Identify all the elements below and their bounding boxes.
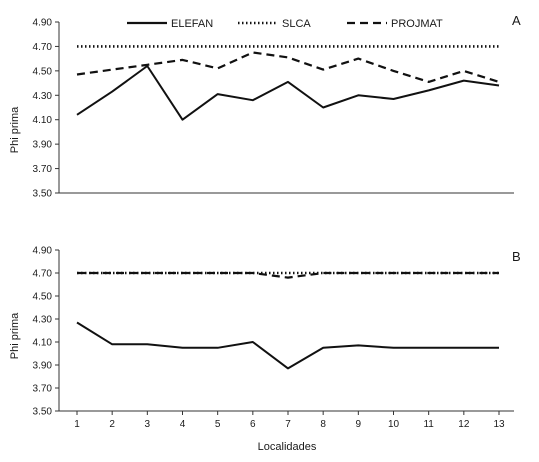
panel-b-series — [76, 271, 499, 370]
panel-a-axes — [58, 22, 514, 194]
panel-a-series — [76, 45, 500, 121]
panel-a: A Phi prima 3.50 3.70 3.90 4.10 4.30 4.50 4.70… — [9, 13, 521, 200]
panel-b-xtick-label: 2 — [109, 419, 115, 430]
panel-b-series-projmat — [77, 271, 499, 279]
panel-b-ytick-label: 3.70 — [33, 384, 53, 395]
legend-label-projmat: PROJMAT — [391, 18, 443, 30]
panel-a-letter: A — [512, 13, 521, 28]
panel-b-xtick-label: 1 — [74, 419, 80, 430]
panel-b-yticks: 3.50 3.70 3.90 4.10 4.30 4.50 4.70 4.90 — [33, 246, 59, 418]
panel-b-xtick-label: 8 — [320, 419, 326, 430]
panel-b-xtick-label: 11 — [423, 419, 434, 430]
legend-entry-slca: SLCA — [238, 18, 311, 30]
panel-a-yticks: 3.50 3.70 3.90 4.10 4.30 4.50 4.70 4.90 — [33, 18, 59, 200]
panel-b-ytick-label: 4.70 — [33, 269, 53, 280]
panel-a-ytick-label: 3.70 — [33, 164, 53, 175]
legend-entry-projmat: PROJMAT — [347, 18, 443, 30]
panel-b-ylabel: Phi prima — [9, 312, 21, 359]
panel-b-letter: B — [512, 249, 521, 264]
panel-b-ytick-label: 4.30 — [33, 315, 53, 326]
legend: ELEFAN SLCA PROJMAT — [127, 18, 443, 30]
panel-b-xtick-label: 4 — [180, 419, 186, 430]
panel-a-series-projmat — [76, 51, 500, 84]
panel-b-axes — [58, 250, 514, 412]
panel-b-ytick-label: 4.90 — [33, 246, 53, 257]
panel-a-ytick-label: 4.70 — [33, 42, 53, 53]
legend-entry-elefan: ELEFAN — [127, 18, 213, 30]
panel-b-xtick-label: 3 — [145, 419, 151, 430]
panel-a-ytick-label: 4.10 — [33, 115, 53, 126]
panel-b-xtick-label: 6 — [250, 419, 256, 430]
legend-label-slca: SLCA — [282, 18, 311, 30]
panel-b-ytick-label: 4.50 — [33, 292, 53, 303]
panel-b-xtick-label: 5 — [215, 419, 221, 430]
panel-b-xtick-label: 9 — [356, 419, 362, 430]
legend-label-elefan: ELEFAN — [171, 18, 213, 30]
panel-b-xticks: 1 2 3 4 5 6 7 8 9 10 11 12 13 — [74, 411, 505, 430]
panel-a-series-elefan — [76, 65, 500, 121]
panel-a-ytick-label: 3.50 — [33, 189, 53, 200]
panel-b: B Phi prima Localidades 3.50 3.70 3.90 4.10… — [9, 246, 521, 454]
panel-b-xtick-label: 12 — [458, 419, 470, 430]
panel-a-ytick-label: 4.90 — [33, 18, 53, 29]
panel-a-ytick-label: 4.30 — [33, 91, 53, 102]
panel-a-ytick-label: 3.90 — [33, 140, 53, 151]
panel-b-xtick-label: 7 — [285, 419, 291, 430]
panel-b-ytick-label: 3.50 — [33, 407, 53, 418]
panel-b-ytick-label: 4.10 — [33, 338, 53, 349]
panel-b-xlabel: Localidades — [258, 441, 317, 453]
panel-a-ylabel: Phi prima — [9, 106, 21, 153]
panel-a-ytick-label: 4.50 — [33, 66, 53, 77]
panel-b-series-elefan — [76, 321, 499, 370]
panel-b-ytick-label: 3.90 — [33, 361, 53, 372]
panel-b-xtick-label: 10 — [388, 419, 400, 430]
panel-b-xtick-label: 13 — [493, 419, 505, 430]
